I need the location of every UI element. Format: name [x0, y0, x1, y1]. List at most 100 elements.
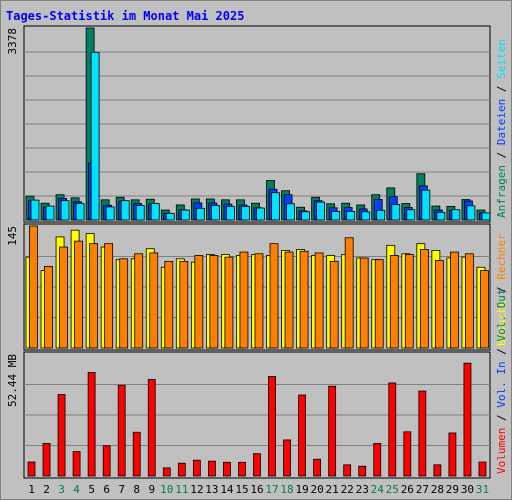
bar-visits-rechner-day-22 [344, 237, 354, 349]
bar-hits-seiten-day-3 [60, 200, 70, 221]
bar-visits-rechner-day-7 [119, 258, 129, 349]
bar-visits-rechner-day-26 [404, 254, 414, 349]
bar-visits-rechner-day-21 [329, 260, 339, 349]
legend-separator: / [495, 280, 508, 300]
legend-entry: Anfragen [495, 165, 508, 218]
bar-visits-rechner-day-27 [419, 249, 429, 349]
bar-volume-volumen-day-12 [192, 459, 201, 477]
bar-hits-seiten-day-18 [286, 203, 295, 221]
bar-hits-seiten-day-28 [436, 211, 446, 221]
legend: Anfragen / Dateien / Seiten [495, 39, 508, 218]
bar-hits-seiten-day-19 [301, 211, 310, 221]
legend-entry: Volumen [495, 428, 508, 474]
bar-volume-volumen-day-22 [343, 464, 352, 477]
legend-separator: / [495, 342, 508, 362]
day-label: 21 [326, 483, 339, 496]
day-label: 9 [148, 483, 155, 496]
day-label: 13 [205, 483, 218, 496]
bar-visits-rechner-day-18 [284, 251, 294, 349]
bar-visits-rechner-day-6 [104, 243, 114, 349]
bar-volume-volumen-day-7 [117, 384, 126, 477]
day-label: 24 [371, 483, 385, 496]
legend-separator: / [495, 145, 508, 165]
bar-hits-seiten-day-4 [75, 203, 85, 221]
bar-visits-rechner-day-2 [44, 265, 53, 349]
bar-volume-volumen-day-23 [358, 465, 367, 477]
day-label: 4 [73, 483, 80, 496]
bar-visits-rechner-day-3 [59, 246, 68, 349]
bar-hits-seiten-day-27 [421, 189, 431, 221]
day-label: 18 [280, 483, 293, 496]
legend-entry: Vol. Out [495, 289, 508, 342]
day-label: 3 [58, 483, 65, 496]
bar-hits-seiten-day-26 [406, 209, 416, 221]
bar-hits-seiten-day-10 [165, 213, 175, 221]
legend-entry: Seiten [495, 39, 508, 79]
x-axis-day-labels: 1 2 3 4 5 6 7 8 9 10 11 12 13 14 15 16 17 18 19 20 21 22 23 24 2… [28, 483, 489, 496]
bar-visits-rechner-day-24 [374, 259, 384, 349]
bar-visits-rechner-day-28 [434, 260, 444, 349]
bar-volume-volumen-day-24 [373, 443, 382, 477]
bar-visits-rechner-day-13 [209, 255, 219, 349]
bar-volume-volumen-day-3 [57, 394, 66, 477]
day-label: 17 [265, 483, 278, 496]
bar-visits-rechner-day-14 [224, 256, 234, 349]
bar-hits-seiten-day-7 [120, 200, 130, 221]
bar-hits-seiten-day-12 [195, 207, 205, 221]
bar-visits-rechner-day-10 [164, 260, 174, 349]
day-label: 26 [401, 483, 414, 496]
day-label: 23 [356, 483, 369, 496]
day-label: 29 [446, 483, 459, 496]
legend: Besuche / Rechner [495, 233, 508, 346]
bar-volume-volumen-day-27 [418, 390, 427, 477]
bar-hits-seiten-day-6 [105, 206, 115, 221]
bar-visits-rechner-day-1 [29, 225, 38, 349]
bar-volume-volumen-day-14 [223, 461, 231, 477]
bar-hits-seiten-day-30 [466, 205, 476, 221]
bar-visits-rechner-day-25 [389, 255, 399, 349]
bar-visits-rechner-day-19 [299, 250, 309, 349]
bar-volume-volumen-day-19 [298, 394, 306, 477]
bar-hits-seiten-day-9 [150, 203, 160, 221]
bar-hits-seiten-day-15 [241, 205, 250, 221]
bar-visits-rechner-day-15 [239, 251, 249, 349]
bar-hits-seiten-day-20 [316, 201, 326, 221]
panel-visits: 145 Besuche / Rechner [6, 223, 508, 351]
day-label: 12 [190, 483, 203, 496]
day-label: 30 [461, 483, 474, 496]
bar-visits-rechner-day-11 [179, 260, 189, 349]
bar-volume-volumen-day-10 [162, 467, 171, 477]
legend-entry: Vol. In [495, 361, 508, 407]
day-label: 1 [28, 483, 35, 496]
day-label: 31 [476, 483, 489, 496]
day-label: 10 [160, 483, 173, 496]
day-label: 14 [220, 483, 234, 496]
day-label: 2 [43, 483, 50, 496]
bar-visits-rechner-day-17 [269, 243, 279, 349]
bar-volume-volumen-day-5 [87, 372, 96, 477]
bar-hits-seiten-day-16 [256, 207, 265, 221]
bar-volume-volumen-day-11 [177, 462, 186, 477]
bar-hits-seiten-day-2 [45, 205, 55, 221]
bar-volume-volumen-day-16 [253, 453, 261, 477]
bar-hits-seiten-day-17 [271, 192, 280, 221]
day-label: 5 [88, 483, 95, 496]
bar-hits-seiten-day-1 [30, 199, 40, 221]
bar-hits-seiten-day-31 [481, 212, 491, 221]
day-label: 20 [311, 483, 324, 496]
legend: Volumen / Vol. In / Vol. Out [495, 289, 508, 474]
bar-visits-rechner-day-16 [254, 253, 264, 349]
bar-visits-rechner-day-23 [359, 257, 369, 349]
bar-volume-volumen-day-28 [433, 464, 442, 477]
bar-hits-seiten-day-22 [346, 211, 356, 221]
legend-separator: / [495, 79, 508, 99]
bar-hits-seiten-day-24 [376, 209, 386, 221]
bar-volume-volumen-day-26 [403, 431, 412, 477]
legend-separator: / [495, 408, 508, 428]
day-label: 16 [250, 483, 263, 496]
bar-volume-volumen-day-2 [42, 443, 51, 477]
bar-visits-rechner-day-9 [149, 252, 159, 349]
day-label: 28 [431, 483, 444, 496]
bar-volume-volumen-day-8 [132, 431, 141, 477]
bar-volume-volumen-day-9 [147, 379, 156, 477]
